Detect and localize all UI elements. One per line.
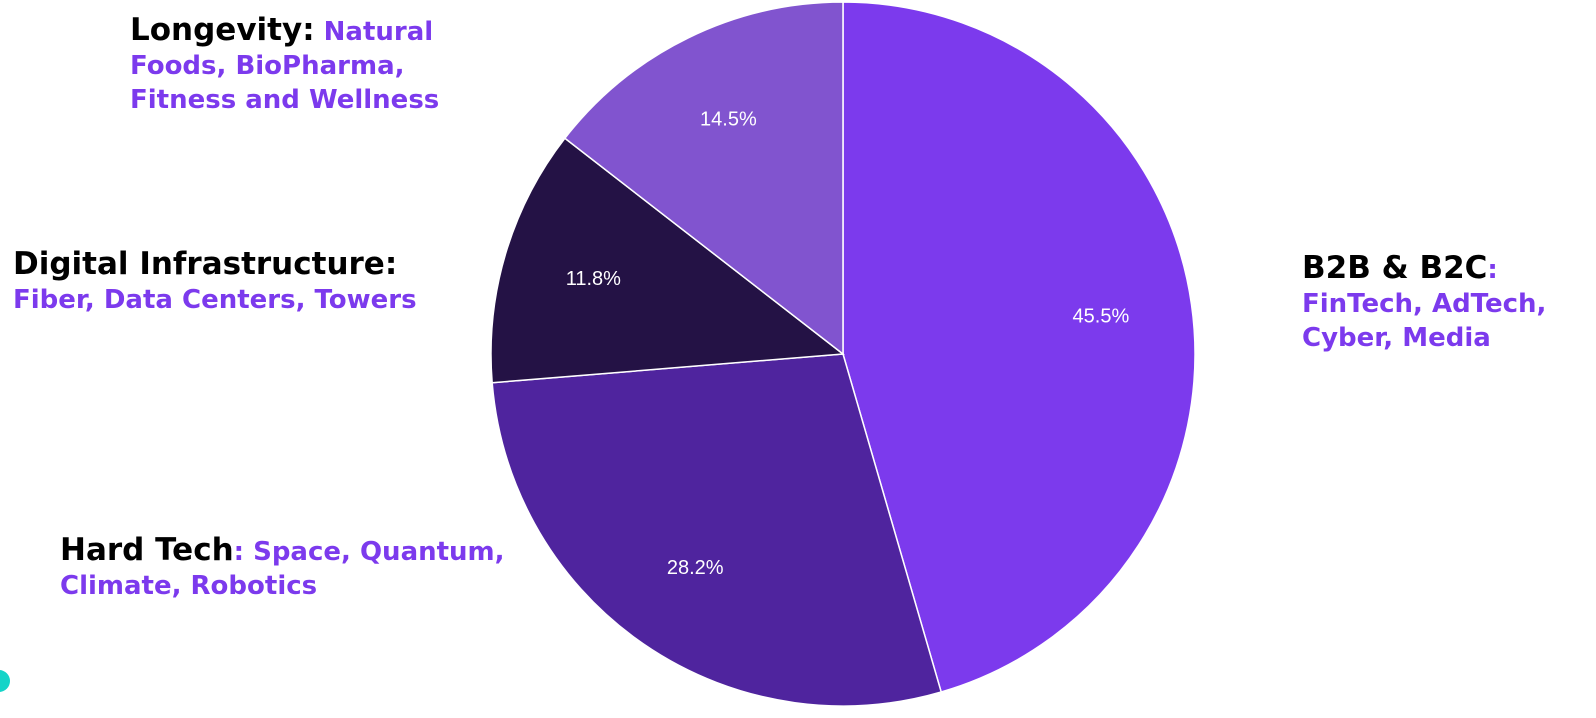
pie-slice-value-label: 11.8%	[566, 268, 621, 290]
corner-dot-decoration	[0, 670, 10, 692]
category-name: Longevity:	[130, 12, 315, 48]
category-label-digital-infrastructure: Digital Infrastructure: Fiber, Data Cent…	[13, 244, 453, 318]
category-name: Digital Infrastructure:	[13, 246, 398, 282]
pie-slice-value-label: 14.5%	[700, 108, 757, 130]
category-name: B2B & B2C	[1302, 250, 1488, 286]
pie-slice-value-label: 28.2%	[667, 557, 724, 579]
category-description: Natural Foods, BioPharma, Fitness and We…	[130, 17, 440, 116]
pie-slice-2	[490, 137, 845, 384]
pie-slice-0	[842, 1, 1196, 693]
category-description: FinTech, AdTech, Cyber, Media	[1302, 289, 1547, 354]
category-label-hard-tech: Hard Tech: Space, Quantum, Climate, Robo…	[60, 530, 530, 604]
pie-slice-1	[491, 353, 943, 707]
category-label-b2b-b2c: B2B & B2C: FinTech, AdTech, Cyber, Media	[1302, 248, 1592, 356]
category-description: Fiber, Data Centers, Towers	[13, 285, 417, 316]
category-separator: :	[233, 537, 245, 567]
category-description: Space, Quantum, Climate, Robotics	[60, 537, 505, 602]
category-separator: :	[1487, 255, 1498, 285]
category-label-longevity: Longevity: Natural Foods, BioPharma, Fit…	[130, 10, 490, 118]
pie-slice-3	[563, 1, 844, 356]
category-name: Hard Tech	[60, 532, 234, 568]
pie-slice-value-label: 45.5%	[1073, 306, 1130, 328]
